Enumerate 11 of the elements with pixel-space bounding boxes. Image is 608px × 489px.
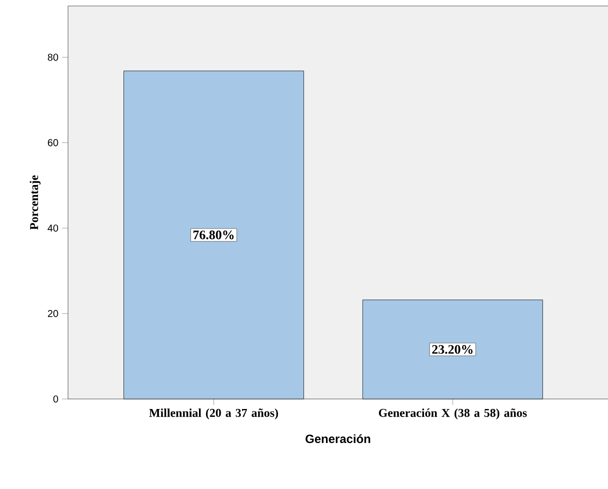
y-tick-label: 0 [53,395,58,403]
y-tick-label: 60 [48,139,58,146]
data-label: 76.80% [193,230,234,240]
y-tick-label: 20 [48,310,58,318]
y-tick-label: 80 [48,54,58,61]
y-tick-label: 40 [48,224,58,232]
x-tick-label: Millennial (20 a 37 años) [149,408,278,420]
data-label: 23.20% [432,345,473,354]
y-axis-title: Porcentaje [30,175,41,230]
x-tick-label: Generación X (38 a 58) años [378,408,527,420]
x-axis-title: Generación [306,434,370,444]
